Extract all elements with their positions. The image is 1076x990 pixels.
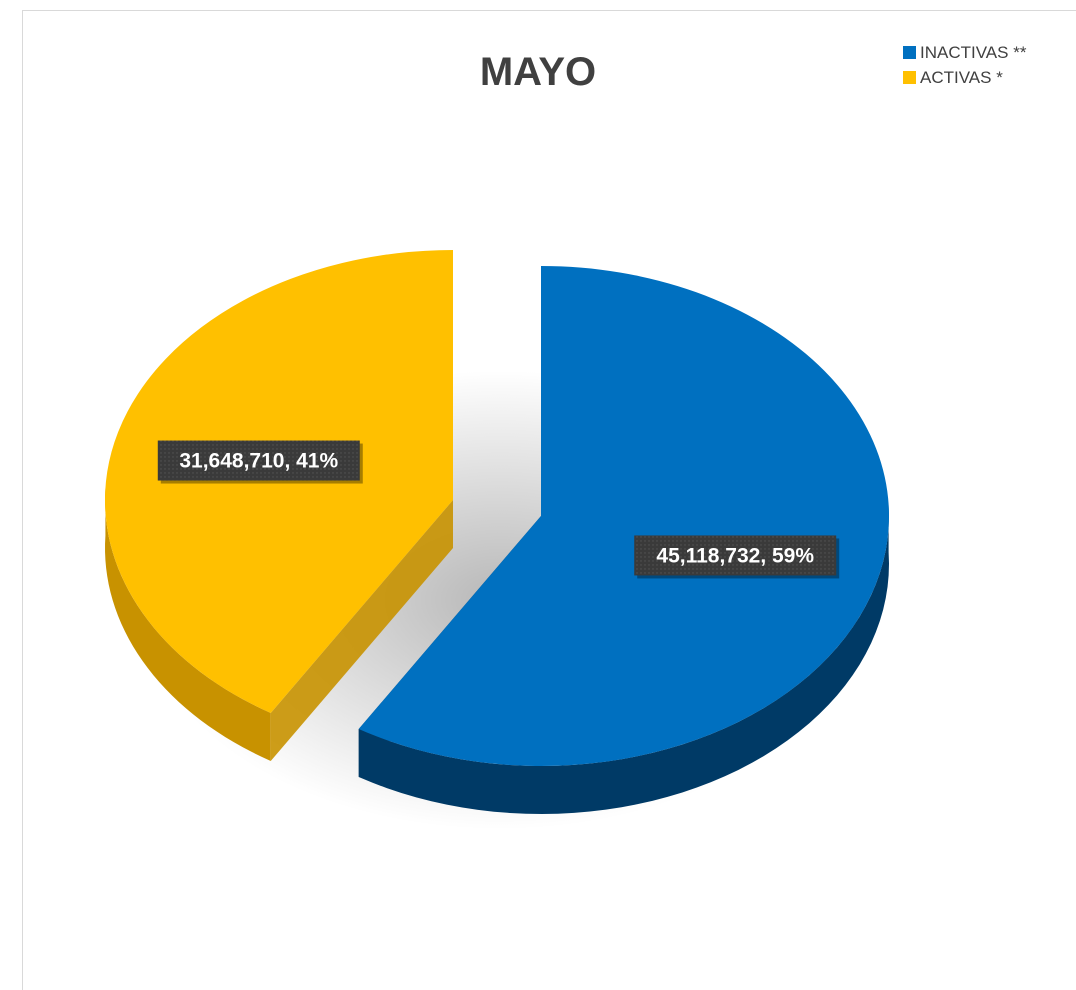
chart-area (22, 10, 1076, 990)
legend-label-activas: ACTIVAS * (920, 67, 1003, 87)
legend-item-inactivas: INACTIVAS ** (903, 40, 1026, 65)
slice-inactivas[interactable] (358, 266, 890, 766)
slice-activas[interactable] (105, 250, 453, 713)
legend-item-activas: ACTIVAS * (903, 65, 1026, 90)
data-label-box-activas (157, 440, 360, 481)
slice-side-activas (105, 487, 271, 761)
legend-swatch-inactivas (903, 46, 916, 59)
data-label-activas: 31,648,710, 41% (179, 450, 338, 473)
data-label-box-inactivas (634, 535, 837, 576)
legend-swatch-activas (903, 71, 916, 84)
slice-side-inactivas (358, 504, 889, 814)
data-label-inactivas: 45,118,732, 59% (656, 544, 814, 567)
legend: INACTIVAS ** ACTIVAS * (903, 40, 1026, 90)
chart-title: MAYO (479, 50, 597, 94)
slice-face-activas-0 (270, 500, 453, 761)
legend-label-inactivas: INACTIVAS ** (920, 42, 1027, 62)
